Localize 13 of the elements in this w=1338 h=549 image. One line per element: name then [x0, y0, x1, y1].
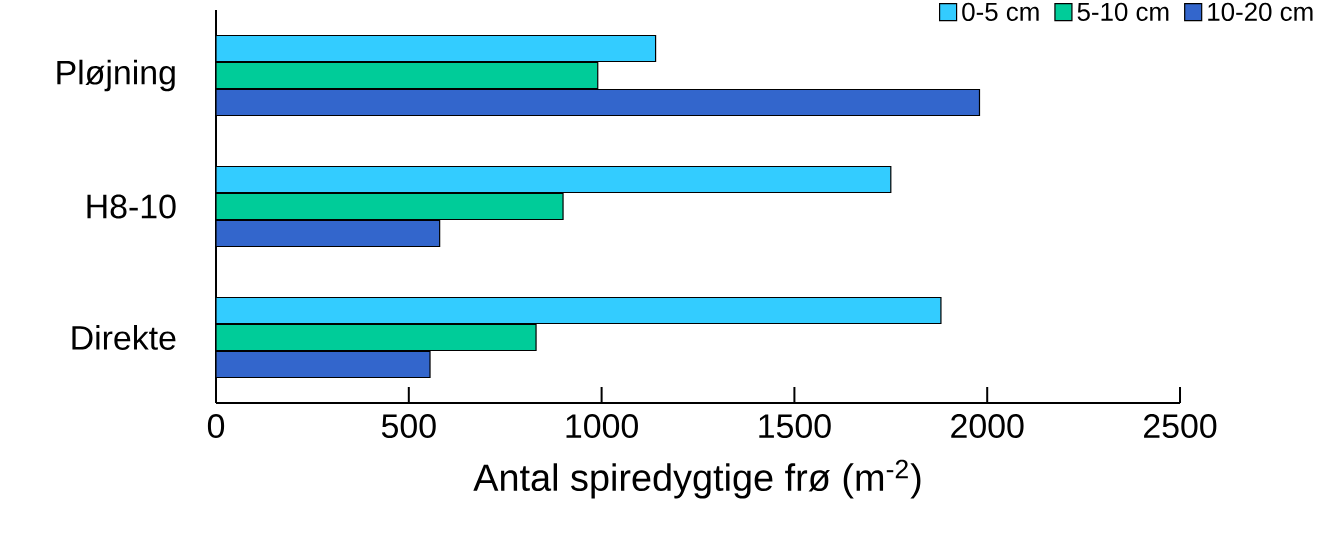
x-tick-label: 500	[381, 414, 436, 439]
y-tick-label: Pløjning	[57, 59, 175, 92]
legend-label: 10-20 cm	[1208, 2, 1313, 21]
x-tick-label: 2000	[951, 414, 1024, 439]
x-tick-label: 2500	[1144, 414, 1217, 439]
y-tick-label: Direkte	[72, 325, 176, 350]
legend-label: 5-10 cm	[1077, 2, 1169, 21]
x-tick-label: 1000	[566, 414, 638, 439]
x-axis-title: Antal spiredygtige frø (m$^{-2}$)	[473, 459, 921, 499]
y-tick-label: H8-10	[87, 194, 176, 219]
legend-label: 0-5 cm	[962, 2, 1039, 21]
x-tick-label: 1500	[759, 414, 831, 439]
x-tick-label: 0	[207, 414, 225, 439]
